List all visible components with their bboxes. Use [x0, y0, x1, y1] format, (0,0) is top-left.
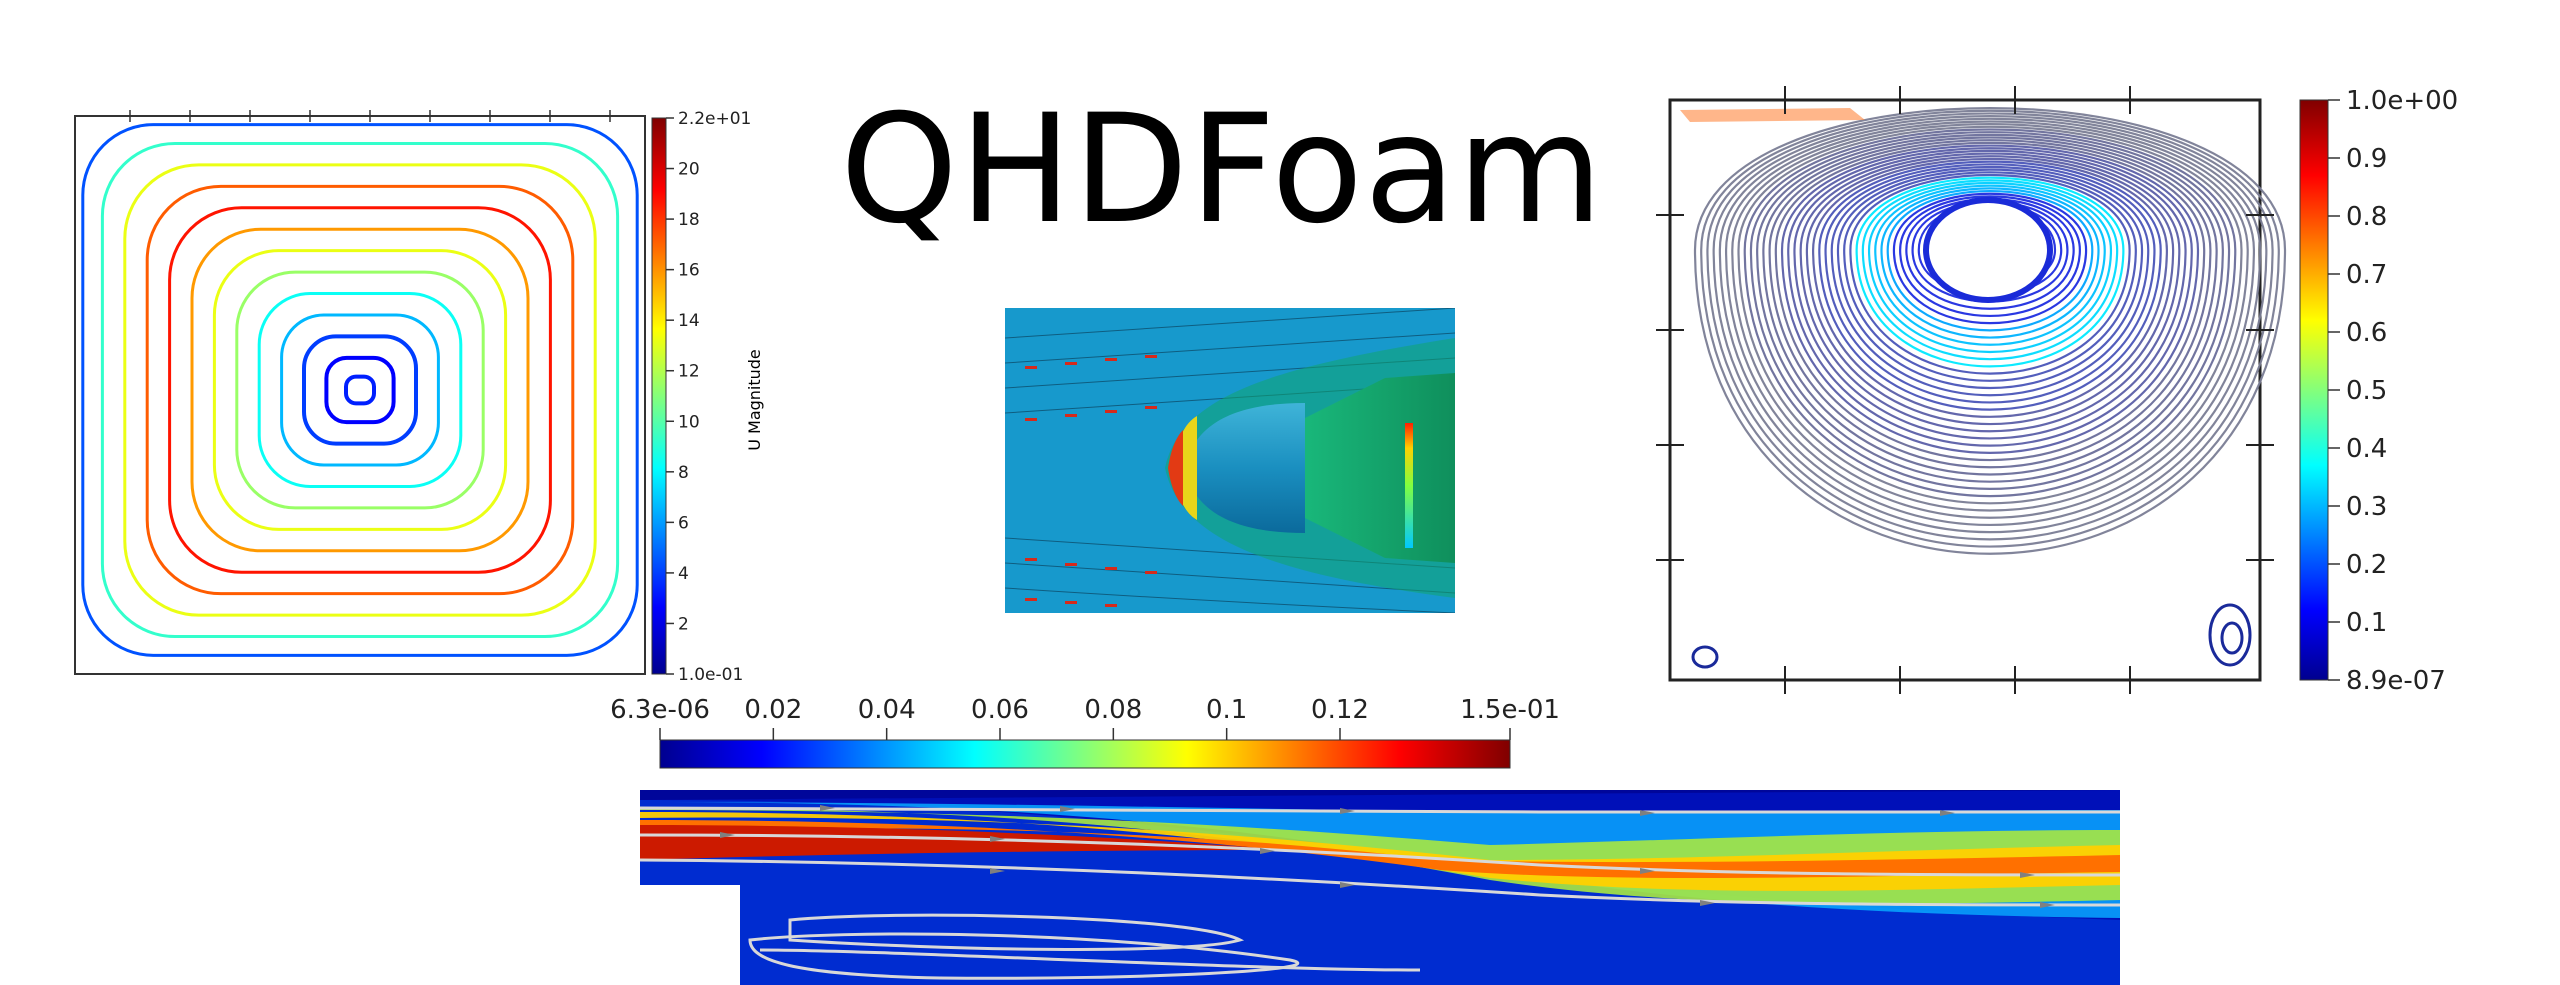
colorbar-label: U Magnitude	[745, 349, 764, 451]
colorbar-tick-label: 0.08	[1084, 695, 1142, 725]
colorbar-tick-label: 16	[678, 261, 700, 281]
colorbar-tick-label: 0.04	[858, 695, 916, 725]
colorbar-tick-label: 0.4	[2346, 434, 2387, 464]
streamline	[81, 123, 639, 657]
streamline	[1886, 189, 2094, 332]
streamline	[1787, 147, 2193, 447]
colorbar-ticks: 1.0e+00 0.9 0.8 0.7 0.6 0.5 0.4 0.3 0.2 0.1 8.9e-0…	[2328, 86, 2458, 696]
streamline	[324, 355, 396, 425]
streamline	[257, 292, 463, 488]
streamline	[1724, 120, 2256, 519]
colorbar-tick-label: 0.06	[971, 695, 1029, 725]
colorbar-tick-label: 18	[678, 210, 700, 230]
colorbar-tick-label: 1.0e+00	[2346, 86, 2458, 116]
streamline	[1830, 165, 2150, 397]
colorbar-tick-label: 0.2	[2346, 550, 2387, 580]
streamline	[1737, 125, 2243, 505]
plot-frame	[74, 115, 646, 675]
streamline	[1843, 171, 2137, 382]
streamline	[100, 141, 620, 639]
streamline	[1849, 173, 2131, 375]
streamline	[235, 270, 485, 510]
colorbar-ticks: 2.2e+01 20 18 16 14 12 10 8 6 4 2 1.0e-01	[666, 109, 751, 685]
colorbar-tick-label: 0.12	[1311, 695, 1369, 725]
streamlines	[1693, 107, 2287, 555]
colorbar-tick-label: 1.5e-01	[1460, 695, 1560, 725]
streamline	[1762, 136, 2218, 476]
colorbar-ticks: 6.3e-06 0.02 0.04 0.06 0.08 0.1 0.12 1.5e-01	[610, 695, 1560, 740]
cavity-streamline-plot: 1.0e+00 0.9 0.8 0.7 0.6 0.5 0.4 0.3 0.2 0.1 8.9e-0…	[1656, 86, 2458, 696]
streamline	[1799, 152, 2181, 433]
colorbar-tick-label: 8.9e-07	[2346, 666, 2446, 696]
plot-frame	[1668, 98, 2262, 682]
streamline	[1874, 184, 2106, 346]
streamline	[1780, 144, 2200, 454]
streamline	[1892, 192, 2088, 325]
streamlines	[81, 123, 639, 657]
colorbar-tick-label: 12	[678, 362, 700, 382]
streamline	[1861, 179, 2119, 361]
streamline	[1712, 115, 2268, 534]
colorbar-tick-label: 0.5	[2346, 376, 2387, 406]
streamline	[1793, 149, 2187, 440]
streamline	[1743, 128, 2237, 498]
streamline	[1768, 139, 2212, 469]
bluff-body-flow-image	[1005, 308, 1455, 613]
streamline	[1718, 117, 2262, 527]
colorbar-bar	[659, 739, 1511, 769]
streamline	[302, 334, 418, 446]
streamline	[190, 227, 530, 553]
colorbar-tick-label: 2	[678, 614, 689, 634]
streamline	[280, 313, 440, 467]
colorbar-u-magnitude	[651, 117, 667, 675]
colorbar-tick-label: 0.8	[2346, 202, 2387, 232]
streamline	[1700, 109, 2280, 548]
colorbar-tick-label: 14	[678, 311, 700, 331]
lid-driven-cavity-plot: 2.2e+01 20 18 16 14 12 10 8 6 4 2 1.0e-01 U Magnitu…	[74, 109, 764, 685]
streamline	[344, 374, 376, 406]
streamline	[1805, 155, 2175, 425]
streamline	[1706, 112, 2274, 541]
vortex-core	[1923, 197, 2053, 303]
colorbar-tick-label: 10	[678, 412, 700, 432]
colorbar-tick-label: 6.3e-06	[610, 695, 710, 725]
streamline	[1855, 176, 2125, 368]
streamline	[1899, 195, 2081, 317]
colorbar-tick-label: 0.6	[2346, 318, 2387, 348]
streamline	[123, 163, 597, 617]
colorbar-tick-label: 2.2e+01	[678, 109, 751, 129]
page-title: QHDFoam	[840, 83, 1605, 257]
streamline	[145, 184, 575, 596]
colorbar-tick-label: 1.0e-01	[678, 665, 743, 685]
streamline	[1749, 131, 2231, 490]
colorbar-tick-label: 0.7	[2346, 260, 2387, 290]
streamline	[212, 249, 508, 531]
colorbar-tick-label: 0.1	[1206, 695, 1247, 725]
colorbar-tick-label: 8	[678, 463, 689, 483]
streamline	[168, 206, 552, 574]
colorbar-tick-label: 6	[678, 513, 689, 533]
bottom-colorbar: 6.3e-06 0.02 0.04 0.06 0.08 0.1 0.12 1.5e-01	[610, 695, 1560, 769]
streamline	[1812, 157, 2168, 418]
colorbar-tick-label: 0.3	[2346, 492, 2387, 522]
colorbar-tick-label: 0.9	[2346, 144, 2387, 174]
colorbar-tick-label: 0.1	[2346, 608, 2387, 638]
streamline	[1867, 182, 2113, 353]
streamline	[1774, 141, 2206, 462]
streamline	[1731, 123, 2249, 512]
colorbar-tick-label: 0.02	[744, 695, 802, 725]
colorbar	[2299, 99, 2329, 681]
streamline	[1756, 133, 2224, 483]
step-block	[640, 885, 740, 985]
streamline	[1880, 187, 2100, 339]
streamline	[1905, 197, 2075, 310]
backward-step-flow-plot	[640, 790, 2120, 985]
streamline	[1693, 107, 2287, 555]
colorbar-tick-label: 4	[678, 564, 689, 584]
streamline	[1836, 168, 2144, 390]
colorbar-tick-label: 20	[678, 160, 700, 180]
streamline	[1818, 160, 2162, 411]
streamline	[1824, 163, 2156, 404]
